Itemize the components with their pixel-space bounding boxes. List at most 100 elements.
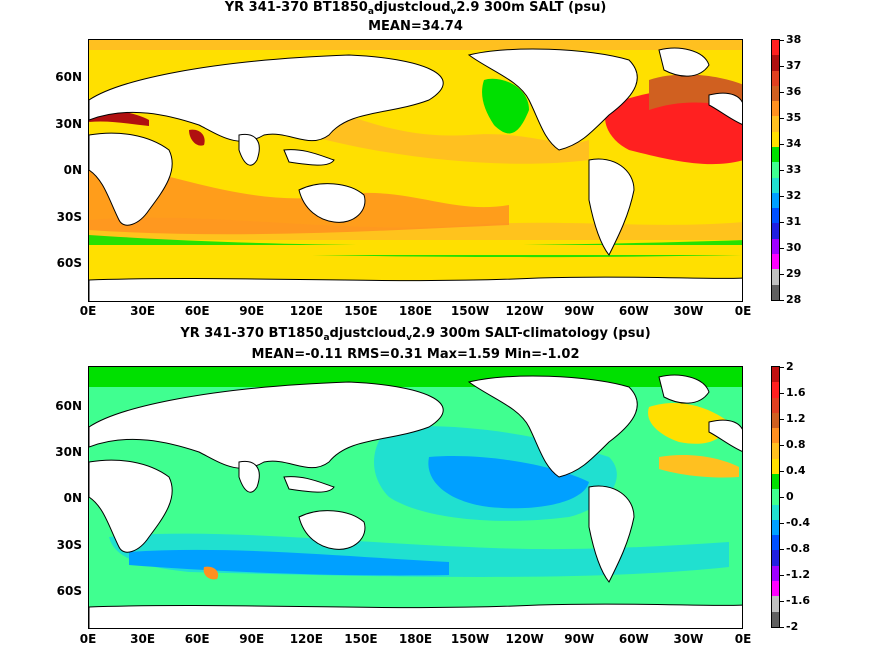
bottom-colorbar-segment [772,397,779,413]
top-colorbar-segment [772,55,779,71]
top-title-part: djustcloud [373,0,451,15]
bottom-lon-label: 0E [79,632,97,646]
bottom-colorbar-tick [780,419,784,420]
top-lat-label: 0N [63,163,82,177]
bottom-colorbar-segment [772,504,779,520]
bottom-title-sub-v: v [406,333,413,343]
bottom-anomaly-map [88,366,743,629]
top-colorbar-segment [772,208,779,224]
top-lon-label: 120W [505,304,544,318]
top-colorbar-segment [772,177,779,193]
top-colorbar-segment [772,131,779,147]
top-lat-label: 30N [55,117,82,131]
bottom-title: YR 341-370 BT1850adjustcloudv2.9 300m SA… [88,326,743,346]
bottom-colorbar-tick [780,549,784,550]
top-colorbar-label: 32 [786,189,802,202]
bottom-colorbar-segment [772,489,779,505]
bottom-colorbar-segment [772,550,779,566]
top-lon-label: 90W [564,304,595,318]
top-colorbar-segment [772,269,779,285]
top-colorbar-tick [780,222,784,223]
top-colorbar-label: 34 [786,137,802,150]
top-colorbar-label: 37 [786,59,802,72]
top-colorbar-label: 35 [786,111,802,124]
bottom-subtitle: MEAN=-0.11 RMS=0.31 Max=1.59 Min=-1.02 [251,347,580,362]
top-colorbar [771,39,780,301]
top-colorbar-segment [772,192,779,209]
top-colorbar-tick [780,92,784,93]
top-colorbar-segment [772,284,779,300]
bottom-colorbar-segment [772,535,779,551]
bottom-map-graphic [89,367,742,628]
top-colorbar-segment [772,238,779,254]
bottom-title-part: djustcloud [329,326,407,341]
top-colorbar-label: 31 [786,215,802,228]
bottom-lon-label: 180E [398,632,433,646]
bottom-colorbar-label: 2 [786,360,794,373]
bottom-lat-label: 60N [55,399,82,413]
top-colorbar-segment [772,253,779,270]
top-lon-label: 180E [398,304,433,318]
top-lon-label: 150E [344,304,378,318]
top-lon-label: 90E [239,304,265,318]
top-salinity-map [88,39,743,302]
bottom-colorbar-tick [780,601,784,602]
top-colorbar-segment [772,146,779,163]
top-lon-label: 60W [618,304,649,318]
top-colorbar-tick [780,248,784,249]
top-colorbar-tick [780,144,784,145]
bottom-colorbar-tick [780,627,784,628]
bottom-lon-label: 120E [289,632,323,646]
bottom-colorbar-label: 1.6 [786,386,806,399]
bottom-lon-label: 60W [618,632,649,646]
top-title-sub-v: v [450,7,457,17]
top-lon-label: 30E [130,304,156,318]
bottom-colorbar-tick [780,497,784,498]
bottom-colorbar-segment [772,443,779,459]
top-title-sub-a: a [367,7,374,17]
bottom-colorbar-segment [772,519,779,536]
bottom-colorbar [771,366,780,628]
bottom-lon-label: 30E [130,632,156,646]
top-lon-label: 0E [79,304,97,318]
bottom-lon-label: 30W [673,632,704,646]
bottom-colorbar-segment [772,367,779,383]
top-colorbar-label: 36 [786,85,802,98]
bottom-lon-label: 120W [505,632,544,646]
top-lat-label: 60S [56,256,82,270]
top-colorbar-label: 29 [786,267,802,280]
bottom-lat-label: 30S [56,538,82,552]
top-colorbar-tick [780,300,784,301]
top-colorbar-segment [772,70,779,86]
bottom-colorbar-segment [772,428,779,444]
top-title-part: 2.9 300m SALT (psu) [456,0,607,15]
top-colorbar-tick [780,40,784,41]
top-colorbar-label: 28 [786,293,802,306]
bottom-colorbar-label: -0.8 [786,542,811,555]
bottom-colorbar-tick [780,393,784,394]
bottom-lat-label: 0N [63,491,82,505]
top-lon-label: 0E [734,304,752,318]
bottom-title-sub-a: a [323,333,330,343]
top-subtitle: MEAN=34.74 [368,19,463,34]
top-lat-label: 60N [55,70,82,84]
bottom-lat-label: 30N [55,445,82,459]
bottom-colorbar-label: -2 [786,620,799,633]
bottom-colorbar-segment [772,473,779,490]
top-colorbar-label: 38 [786,33,802,46]
bottom-colorbar-label: -1.2 [786,568,811,581]
bottom-colorbar-tick [780,523,784,524]
top-map-graphic [89,40,742,301]
top-colorbar-label: 30 [786,241,802,254]
top-lon-label: 30W [673,304,704,318]
bottom-colorbar-label: 0.4 [786,464,806,477]
bottom-lat-label: 60S [56,584,82,598]
bottom-colorbar-segment [772,458,779,474]
top-title: YR 341-370 BT1850adjustcloudv2.9 300m SA… [88,0,743,20]
bottom-colorbar-segment [772,611,779,627]
top-colorbar-segment [772,162,779,178]
bottom-colorbar-tick [780,575,784,576]
top-colorbar-tick [780,274,784,275]
top-lon-label: 120E [289,304,323,318]
bottom-colorbar-segment [772,565,779,581]
